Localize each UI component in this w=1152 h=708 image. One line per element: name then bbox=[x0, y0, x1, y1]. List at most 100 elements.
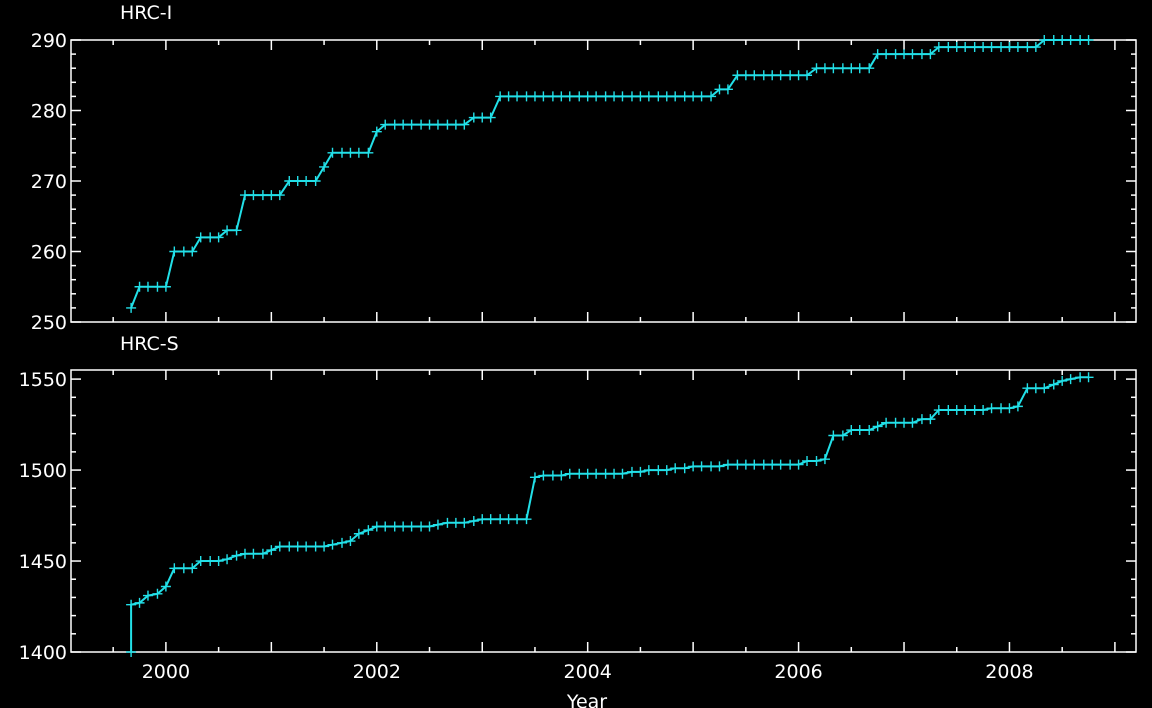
data-point-2 bbox=[134, 597, 145, 608]
data-point-97 bbox=[969, 405, 980, 416]
data-point-76 bbox=[785, 459, 796, 470]
panel-hrc-i: HRC-I 250 260 270 280 290 bbox=[31, 2, 1137, 334]
data-point-107 bbox=[1065, 35, 1076, 45]
data-point-95 bbox=[951, 405, 962, 416]
data-point-58 bbox=[635, 91, 646, 102]
data-point-107 bbox=[1057, 375, 1068, 386]
data-point-30 bbox=[380, 521, 391, 532]
data-point-103 bbox=[1022, 383, 1033, 394]
x-tick-label-2006: 2006 bbox=[774, 661, 822, 683]
axis-ticks-hrc-i bbox=[71, 39, 1136, 323]
data-point-49 bbox=[547, 470, 558, 481]
series-markers-hrc-i bbox=[126, 35, 1094, 313]
data-point-64 bbox=[688, 91, 699, 102]
data-point-49 bbox=[556, 91, 567, 102]
data-point-13 bbox=[231, 550, 242, 561]
data-point-104 bbox=[1030, 383, 1041, 394]
data-point-61 bbox=[653, 465, 664, 476]
data-point-55 bbox=[600, 468, 611, 479]
data-point-6 bbox=[178, 246, 189, 257]
data-point-91 bbox=[925, 49, 936, 60]
y-tick-label-260: 260 bbox=[31, 242, 67, 264]
data-point-91 bbox=[916, 414, 927, 425]
y-tick-label-1500: 1500 bbox=[19, 460, 67, 482]
y-tick-label-270: 270 bbox=[31, 171, 67, 193]
data-point-80 bbox=[819, 454, 830, 465]
y-tick-label-290: 290 bbox=[31, 30, 67, 52]
data-point-15 bbox=[257, 190, 268, 201]
data-point-34 bbox=[424, 119, 435, 130]
data-point-34 bbox=[416, 521, 427, 532]
data-point-88 bbox=[890, 417, 901, 428]
data-point-93 bbox=[943, 42, 954, 53]
data-point-71 bbox=[740, 459, 751, 470]
data-point-67 bbox=[714, 84, 725, 95]
data-point-40 bbox=[477, 112, 488, 123]
data-point-20 bbox=[301, 176, 312, 186]
data-point-27 bbox=[363, 147, 374, 158]
data-point-93 bbox=[933, 405, 944, 416]
data-point-14 bbox=[248, 190, 259, 201]
data-point-63 bbox=[679, 91, 690, 102]
data-point-83 bbox=[854, 63, 865, 74]
data-point-42 bbox=[495, 91, 506, 102]
data-point-51 bbox=[564, 468, 575, 479]
data-point-29 bbox=[380, 119, 391, 130]
data-point-74 bbox=[767, 459, 778, 470]
data-point-12 bbox=[222, 554, 233, 565]
data-point-43 bbox=[503, 91, 514, 102]
data-point-75 bbox=[775, 459, 786, 470]
data-point-70 bbox=[732, 459, 743, 470]
data-point-72 bbox=[758, 70, 769, 81]
data-point-12 bbox=[231, 225, 242, 236]
data-point-78 bbox=[811, 63, 822, 74]
data-point-84 bbox=[854, 425, 865, 436]
x-tick-label-2008: 2008 bbox=[985, 661, 1033, 683]
data-point-28 bbox=[371, 126, 382, 137]
data-point-22 bbox=[310, 541, 321, 552]
plot-frame-hrc-s bbox=[70, 369, 1137, 653]
data-point-108 bbox=[1075, 35, 1086, 45]
data-point-1 bbox=[126, 599, 137, 610]
data-point-81 bbox=[828, 430, 839, 441]
data-point-29 bbox=[371, 521, 382, 532]
x-tick-label-2000: 2000 bbox=[142, 661, 190, 683]
data-point-104 bbox=[1039, 35, 1050, 45]
data-point-80 bbox=[828, 63, 839, 74]
data-point-96 bbox=[960, 405, 971, 416]
data-point-5 bbox=[160, 581, 171, 592]
data-point-77 bbox=[802, 70, 813, 81]
series-markers-hrc-s bbox=[126, 372, 1094, 657]
data-point-5 bbox=[169, 246, 180, 257]
y-tick-label-280: 280 bbox=[31, 101, 67, 123]
data-point-16 bbox=[266, 190, 277, 201]
data-point-73 bbox=[758, 459, 769, 470]
data-point-60 bbox=[643, 465, 654, 476]
data-point-53 bbox=[582, 468, 593, 479]
data-point-26 bbox=[353, 147, 364, 158]
data-point-62 bbox=[661, 465, 672, 476]
data-point-82 bbox=[846, 63, 857, 74]
data-point-44 bbox=[503, 514, 514, 525]
data-point-33 bbox=[416, 119, 427, 130]
data-point-67 bbox=[706, 461, 717, 472]
data-point-86 bbox=[872, 421, 883, 432]
data-point-52 bbox=[582, 91, 593, 102]
data-point-35 bbox=[424, 521, 435, 532]
panel-title-hrc-i: HRC-I bbox=[120, 2, 172, 24]
data-point-15 bbox=[248, 548, 259, 559]
data-point-69 bbox=[722, 459, 733, 470]
data-point-31 bbox=[398, 119, 409, 130]
panel-title-hrc-s: HRC-S bbox=[120, 333, 179, 355]
data-point-55 bbox=[609, 91, 620, 102]
data-point-17 bbox=[274, 190, 285, 201]
data-point-57 bbox=[617, 468, 628, 479]
data-point-109 bbox=[1083, 35, 1094, 45]
data-point-50 bbox=[556, 470, 567, 481]
x-axis-label: Year bbox=[566, 691, 607, 708]
data-point-18 bbox=[274, 541, 285, 552]
data-point-89 bbox=[899, 417, 910, 428]
data-point-26 bbox=[345, 536, 356, 547]
data-point-105 bbox=[1039, 383, 1050, 394]
data-point-24 bbox=[336, 147, 347, 158]
